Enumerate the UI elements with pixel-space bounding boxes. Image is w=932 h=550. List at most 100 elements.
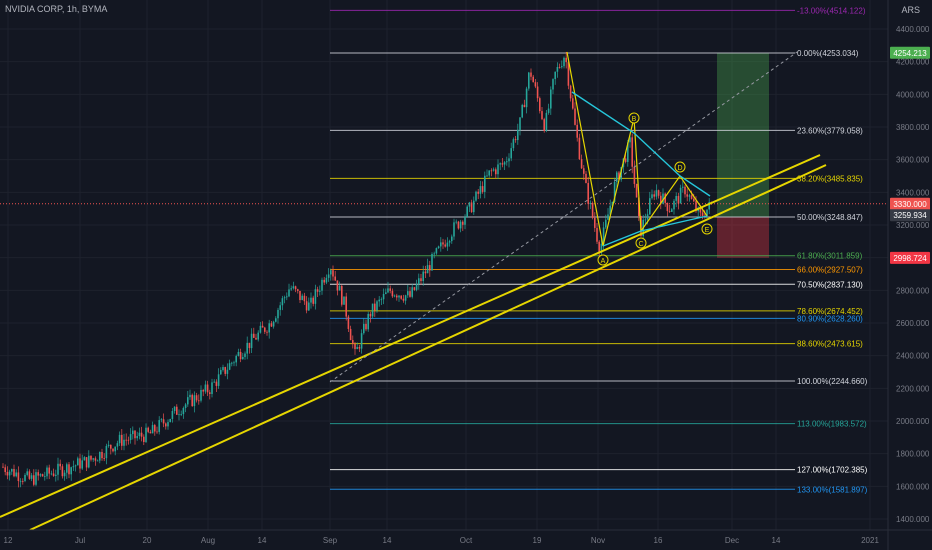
- candle-body[interactable]: [580, 159, 583, 169]
- candle-body[interactable]: [99, 451, 101, 461]
- candle-body[interactable]: [26, 471, 28, 475]
- candle-body[interactable]: [448, 241, 451, 243]
- candle-body[interactable]: [81, 460, 83, 469]
- candle-body[interactable]: [387, 288, 389, 293]
- candle-body[interactable]: [134, 430, 136, 439]
- candle-body[interactable]: [312, 297, 314, 304]
- candle-body[interactable]: [420, 278, 422, 282]
- candle-body[interactable]: [52, 473, 55, 476]
- candle-body[interactable]: [310, 297, 312, 303]
- candle-body[interactable]: [477, 191, 479, 194]
- candle-body[interactable]: [400, 295, 402, 299]
- candle-body[interactable]: [35, 472, 37, 485]
- candle-body[interactable]: [616, 172, 618, 182]
- candle-body[interactable]: [380, 299, 383, 301]
- candle-body[interactable]: [708, 201, 710, 210]
- wave-pattern-teal-lower[interactable]: [602, 215, 708, 247]
- candle-body[interactable]: [413, 287, 416, 290]
- trendline-upper[interactable]: [0, 154, 821, 518]
- candle-body[interactable]: [169, 418, 171, 423]
- candle-body[interactable]: [594, 217, 596, 228]
- candle-body[interactable]: [589, 202, 592, 204]
- candle-body[interactable]: [237, 351, 240, 356]
- candle-body[interactable]: [363, 323, 365, 334]
- candle-body[interactable]: [455, 221, 457, 223]
- candle-body[interactable]: [653, 194, 655, 197]
- candle-body[interactable]: [475, 191, 477, 201]
- candle-body[interactable]: [378, 299, 380, 302]
- candle-body[interactable]: [376, 301, 378, 311]
- candle-body[interactable]: [129, 434, 132, 441]
- candle-body[interactable]: [204, 384, 207, 392]
- candle-body[interactable]: [429, 265, 431, 271]
- candle-body[interactable]: [297, 289, 299, 291]
- candle-body[interactable]: [332, 270, 334, 277]
- candle-body[interactable]: [211, 382, 213, 394]
- candle-body[interactable]: [19, 480, 22, 482]
- candle-body[interactable]: [611, 201, 614, 206]
- candle-body[interactable]: [528, 72, 530, 89]
- candle-body[interactable]: [367, 313, 369, 330]
- candle-body[interactable]: [180, 414, 182, 415]
- wave-pattern-teal[interactable]: [571, 91, 711, 197]
- candle-body[interactable]: [182, 407, 185, 415]
- candle-body[interactable]: [11, 468, 13, 472]
- candle-body[interactable]: [13, 468, 15, 477]
- candle-body[interactable]: [565, 57, 567, 63]
- candle-body[interactable]: [563, 57, 565, 67]
- candle-body[interactable]: [660, 195, 662, 204]
- candle-body[interactable]: [55, 474, 57, 476]
- wave-point-marker[interactable]: [628, 112, 640, 124]
- candle-body[interactable]: [222, 367, 224, 371]
- candle-body[interactable]: [591, 202, 594, 218]
- candle-body[interactable]: [220, 370, 222, 375]
- candle-body[interactable]: [123, 439, 125, 446]
- candle-body[interactable]: [136, 436, 138, 439]
- candle-body[interactable]: [233, 362, 235, 364]
- candle-body[interactable]: [171, 411, 174, 419]
- candle-body[interactable]: [323, 279, 325, 283]
- candle-body[interactable]: [325, 277, 328, 283]
- candle-body[interactable]: [193, 395, 196, 407]
- candle-body[interactable]: [468, 202, 471, 207]
- candle-body[interactable]: [514, 139, 517, 141]
- candle-body[interactable]: [561, 66, 563, 68]
- candle-body[interactable]: [235, 355, 237, 363]
- candle-body[interactable]: [349, 328, 352, 341]
- candle-body[interactable]: [382, 293, 385, 300]
- candle-body[interactable]: [607, 214, 609, 220]
- candle-body[interactable]: [288, 289, 290, 297]
- candle-body[interactable]: [649, 198, 651, 215]
- candle-body[interactable]: [68, 464, 70, 475]
- candle-body[interactable]: [433, 253, 435, 255]
- candle-body[interactable]: [457, 221, 460, 229]
- candle-body[interactable]: [132, 430, 134, 435]
- candle-body[interactable]: [231, 362, 233, 364]
- candle-body[interactable]: [464, 216, 466, 225]
- candle-body[interactable]: [646, 214, 649, 220]
- candle-body[interactable]: [70, 467, 72, 475]
- candle-body[interactable]: [224, 367, 226, 374]
- candle-body[interactable]: [44, 476, 46, 478]
- candle-body[interactable]: [385, 292, 387, 294]
- candle-body[interactable]: [4, 467, 6, 472]
- candle-body[interactable]: [690, 195, 693, 199]
- candle-body[interactable]: [587, 182, 589, 204]
- candle-body[interactable]: [695, 201, 697, 212]
- candle-body[interactable]: [250, 333, 253, 349]
- candle-body[interactable]: [114, 446, 116, 452]
- candle-body[interactable]: [567, 62, 570, 86]
- candle-body[interactable]: [398, 295, 400, 298]
- candle-body[interactable]: [165, 423, 167, 427]
- candle-body[interactable]: [501, 163, 504, 165]
- candle-body[interactable]: [178, 414, 180, 416]
- candle-body[interactable]: [554, 71, 556, 80]
- candle-body[interactable]: [462, 221, 464, 225]
- candle-body[interactable]: [162, 419, 165, 424]
- candle-body[interactable]: [574, 108, 576, 125]
- candle-body[interactable]: [154, 425, 156, 432]
- candle-body[interactable]: [277, 309, 279, 319]
- candle-body[interactable]: [279, 305, 281, 310]
- candle-body[interactable]: [521, 104, 523, 118]
